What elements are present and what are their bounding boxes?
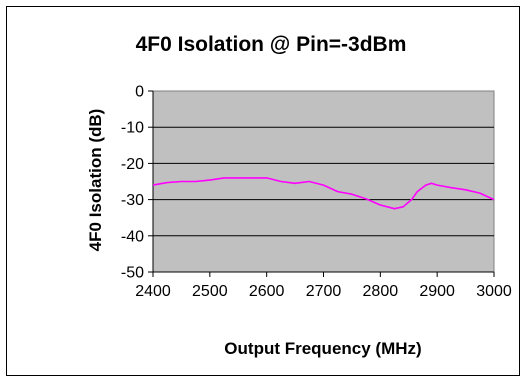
y-axis-ticks: 0 -10 -20 -30 -40 -50	[121, 84, 154, 282]
x-axis-ticks: 2400 2500 2600 2700 2800 2900 3000	[135, 271, 512, 300]
x-tick-label: 2900	[419, 283, 455, 300]
y-tick-label: 0	[135, 84, 144, 101]
chart-frame: 4F0 Isolation @ Pin=-3dBm 0 -10 -20 -30 -40 -…	[6, 6, 520, 376]
chart-svg: 4F0 Isolation @ Pin=-3dBm 0 -10 -20 -30 -40 -…	[86, 33, 512, 358]
gridlines	[153, 126, 494, 237]
series-layer	[152, 177, 495, 210]
y-tick-label: -30	[121, 192, 144, 209]
chart-title: 4F0 Isolation @ Pin=-3dBm	[136, 33, 407, 56]
x-tick-label: 2500	[192, 283, 228, 300]
y-axis-title: 4F0 Isolation (dB)	[86, 109, 105, 252]
series-line-1	[152, 177, 495, 210]
y-tick-label: -50	[121, 265, 144, 282]
y-tick-label: -10	[121, 120, 144, 137]
plot-area	[152, 90, 495, 273]
x-tick-label: 2800	[363, 283, 399, 300]
x-tick-label: 2700	[306, 283, 342, 300]
x-tick-label: 2400	[135, 283, 171, 300]
x-tick-label: 3000	[476, 283, 512, 300]
x-tick-label: 2600	[249, 283, 285, 300]
x-axis-title: Output Frequency (MHz)	[224, 339, 421, 358]
y-tick-label: -40	[121, 228, 144, 245]
y-tick-label: -20	[121, 156, 144, 173]
